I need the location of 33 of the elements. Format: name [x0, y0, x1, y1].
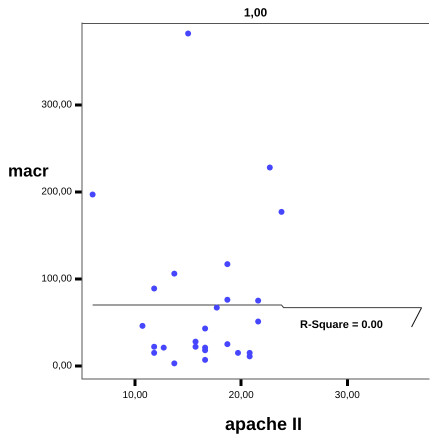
point — [278, 208, 284, 215]
point — [224, 261, 230, 268]
point — [192, 344, 199, 350]
chart-title: 1,00 — [244, 5, 268, 20]
point — [255, 298, 262, 304]
point — [171, 360, 178, 366]
point — [151, 350, 158, 356]
point — [151, 344, 158, 350]
x-axis-title: apache II — [224, 414, 302, 434]
y-tick-label: 0,00 — [52, 360, 72, 372]
x-tick-label: 30,00 — [334, 390, 360, 401]
y-tick-label: 300,00 — [41, 100, 72, 111]
point — [171, 270, 178, 277]
point — [151, 285, 158, 292]
y-tick-label: 100,00 — [41, 274, 72, 285]
y-tick-label: 200,00 — [41, 186, 72, 198]
x-tick-label: 20,00 — [228, 390, 254, 401]
point — [234, 350, 241, 356]
annotation: R-Square = 0.00 — [300, 319, 383, 332]
point — [224, 341, 230, 348]
point — [192, 338, 199, 345]
point — [139, 322, 146, 329]
point — [160, 344, 167, 351]
point — [185, 30, 192, 36]
point — [214, 304, 220, 311]
point — [90, 191, 96, 198]
point — [266, 164, 273, 170]
point — [202, 356, 208, 363]
y-axis-title: macr — [8, 162, 50, 181]
point — [202, 326, 208, 332]
point — [224, 296, 230, 303]
x-tick-label: 10,00 — [122, 390, 148, 401]
point — [255, 318, 262, 325]
